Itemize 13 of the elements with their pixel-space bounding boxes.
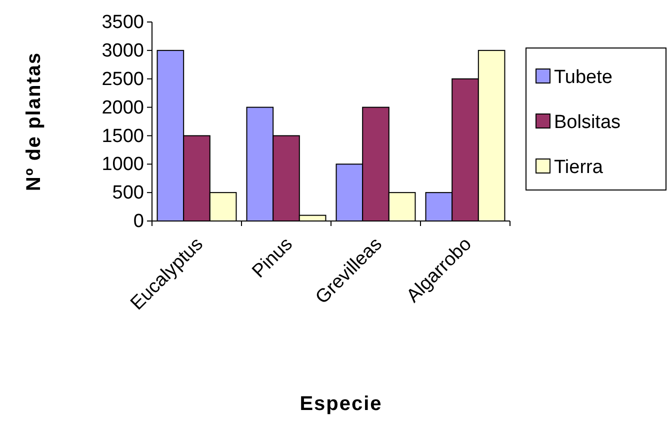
legend-label: Tierra	[554, 157, 604, 178]
y-tick-label: 1500	[102, 126, 144, 147]
y-tick-label: 0	[133, 211, 144, 232]
y-tick-label: 3500	[102, 12, 144, 34]
y-axis-title: Nº de plantas	[23, 52, 45, 192]
y-tick-label: 1000	[102, 154, 144, 176]
legend-label: Bolsitas	[554, 112, 621, 133]
y-tick-label: 500	[112, 182, 144, 204]
y-tick-label: 2500	[102, 68, 144, 90]
legend-label: Tubete	[554, 67, 612, 88]
y-tick-label: 3000	[102, 40, 144, 62]
x-axis-title: Especie	[300, 393, 382, 415]
y-tick-label: 2000	[102, 97, 144, 118]
